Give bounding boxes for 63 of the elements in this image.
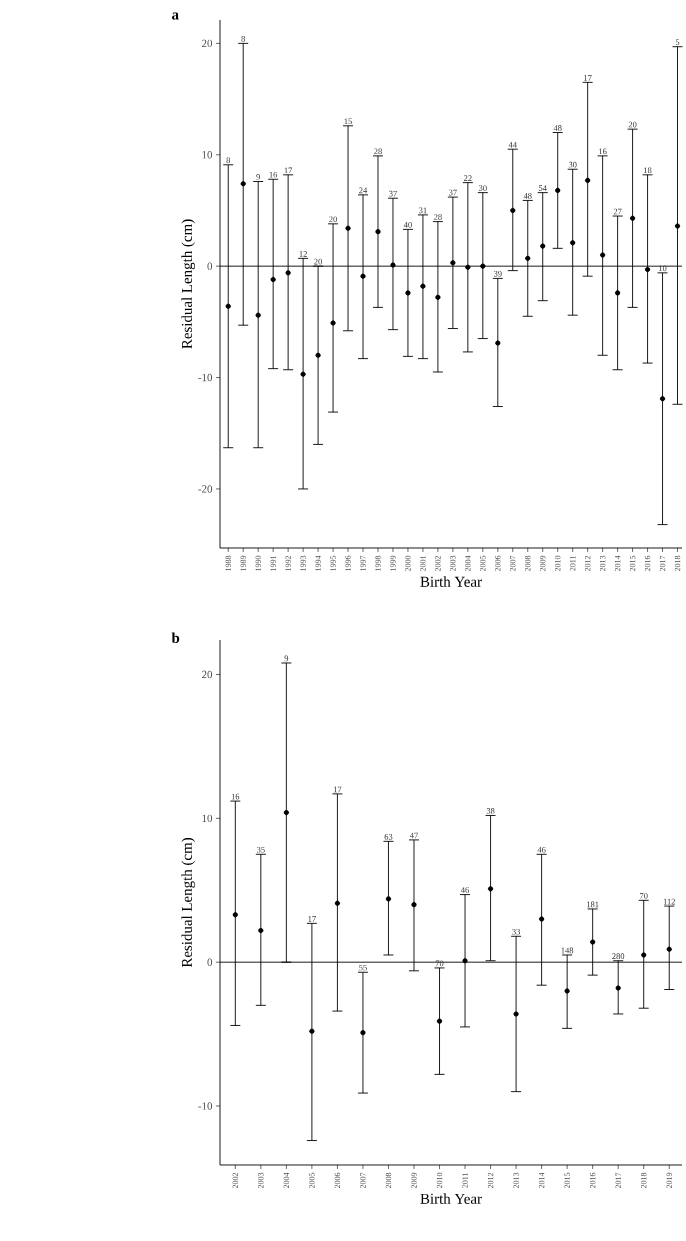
y-axis-title: Residual Length (cm) — [181, 219, 196, 349]
annotation: 5 — [675, 39, 680, 46]
annotation: 17 — [284, 167, 293, 174]
annotation: 31 — [419, 207, 427, 214]
y-tick-label: 0 — [207, 958, 213, 966]
y-tick-label: 20 — [202, 39, 213, 48]
annotation: 37 — [449, 189, 457, 196]
annotation: 18 — [644, 167, 652, 174]
annotation: 39 — [494, 271, 502, 277]
annotation: 38 — [486, 808, 495, 814]
annotation: 8 — [226, 157, 231, 164]
y-axis-title: Residual Length (cm) — [181, 838, 196, 968]
annotation: 30 — [479, 185, 487, 191]
annotation: 54 — [539, 185, 547, 191]
annotation: 17 — [584, 75, 592, 81]
annotation: 27 — [613, 208, 622, 215]
annotation: 46 — [537, 846, 546, 853]
annotation: 280 — [612, 953, 625, 960]
annotation: 17 — [334, 786, 342, 793]
annotation: 9 — [256, 174, 261, 180]
annotation: 20 — [628, 121, 637, 128]
annotation: 15 — [344, 118, 353, 125]
annotation: 40 — [403, 221, 412, 228]
x-axis-title: Birth Year — [420, 576, 482, 587]
annotation: 28 — [434, 214, 442, 220]
annotation: 24 — [359, 187, 368, 194]
y-tick-label: 10 — [202, 151, 213, 159]
annotation: 44 — [508, 141, 517, 148]
annotation: 12 — [299, 251, 307, 257]
annotation: 9 — [284, 655, 289, 662]
annotation: 20 — [329, 216, 338, 223]
annotation: 17 — [308, 916, 316, 922]
y-tick-label: -20 — [198, 485, 213, 493]
y-tick-label: 0 — [207, 262, 213, 270]
annotation: 63 — [384, 833, 393, 840]
annotation: 55 — [359, 964, 367, 971]
annotation: 10 — [659, 265, 667, 272]
annotation: 30 — [568, 161, 577, 168]
annotation: 28 — [374, 148, 382, 155]
annotation: 46 — [461, 887, 470, 893]
annotation: 16 — [599, 148, 607, 155]
annotation: 48 — [523, 193, 532, 199]
annotation: 148 — [561, 947, 574, 954]
annotation: 48 — [553, 125, 562, 131]
annotation: 20 — [314, 258, 323, 265]
chart-title: b — [171, 632, 180, 644]
annotation: 47 — [410, 832, 419, 839]
x-axis-title: Birth Year — [420, 1193, 482, 1204]
annotation: 70 — [640, 892, 648, 899]
y-tick-label: 10 — [202, 814, 213, 823]
annotation: 33 — [512, 928, 521, 935]
annotation: 35 — [257, 846, 265, 853]
annotation: 112 — [663, 898, 676, 905]
annotation: 16 — [269, 171, 278, 178]
y-tick-label: -10 — [198, 373, 213, 382]
y-tick-label: -10 — [198, 1102, 213, 1110]
annotation: 16 — [231, 793, 240, 800]
annotation: 181 — [587, 901, 599, 908]
annotation: 22 — [464, 175, 472, 181]
y-tick-label: 20 — [202, 670, 213, 679]
annotation: 8 — [241, 35, 246, 42]
annotation: 37 — [389, 190, 398, 197]
chart-title: a — [172, 12, 179, 20]
